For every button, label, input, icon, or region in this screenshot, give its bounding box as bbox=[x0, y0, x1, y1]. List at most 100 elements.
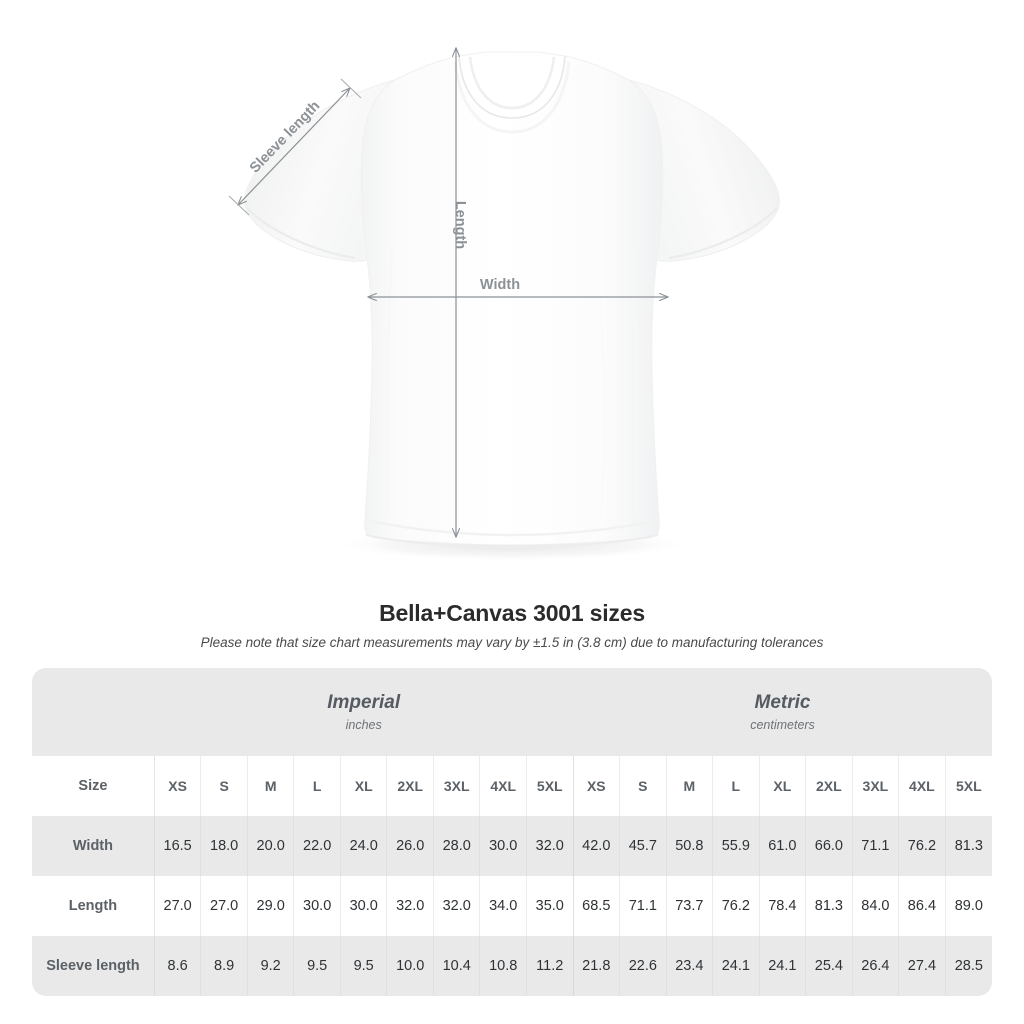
sleeve-tick-end bbox=[340, 78, 362, 99]
fold-left bbox=[386, 249, 393, 511]
cell-width-imperial-3xl: 28.0 bbox=[433, 816, 481, 876]
cell-sleeve-length-metric-4xl: 27.4 bbox=[898, 936, 946, 996]
unit-banner-row: Imperial inches Metric centimeters bbox=[32, 668, 992, 756]
fold-right bbox=[631, 249, 638, 511]
table-row: Length 27.0 27.0 29.0 30.0 30.0 32.0 32.0 34.0 35… bbox=[32, 876, 992, 936]
cell-length-imperial-2xl: 32.0 bbox=[386, 876, 434, 936]
shirt-hem-edge bbox=[365, 534, 659, 549]
tshirt-diagram: Sleeve length Length Width bbox=[228, 0, 780, 561]
cell-width-imperial-m: 20.0 bbox=[247, 816, 295, 876]
row-label-length: Length bbox=[32, 876, 155, 936]
cell-length-metric-2xl: 81.3 bbox=[805, 876, 853, 936]
cell-length-imperial-5xl: 35.0 bbox=[526, 876, 574, 936]
right-sleeve-hem bbox=[668, 207, 778, 260]
width-annotation: Width bbox=[368, 277, 668, 297]
size-chart-table: Imperial inches Metric centimeters Size XS S M L… bbox=[32, 668, 992, 996]
cell-width-metric-4xl: 76.2 bbox=[898, 816, 946, 876]
cell-width-imperial-xs: 16.5 bbox=[154, 816, 202, 876]
sleeve-tick-start bbox=[228, 195, 250, 216]
cell-length-metric-4xl: 86.4 bbox=[898, 876, 946, 936]
cell-sleeve-length-metric-xl: 24.1 bbox=[759, 936, 807, 996]
cell-length-imperial-l: 30.0 bbox=[293, 876, 341, 936]
cell-width-imperial-4xl: 30.0 bbox=[479, 816, 527, 876]
cell-length-imperial-xs: 27.0 bbox=[154, 876, 202, 936]
size-header-imperial-s: S bbox=[200, 756, 248, 816]
measure-label-text: Sleeve length bbox=[46, 958, 140, 974]
cell-length-metric-l: 76.2 bbox=[712, 876, 760, 936]
shirt-hem bbox=[368, 519, 656, 537]
unit-group-name: Imperial bbox=[327, 691, 401, 713]
size-header-imperial-3xl: 3XL bbox=[433, 756, 481, 816]
size-header-imperial-xs: XS bbox=[154, 756, 202, 816]
left-sleeve-hem bbox=[246, 207, 356, 260]
size-header-metric-l: L bbox=[712, 756, 760, 816]
unit-group-name: Metric bbox=[754, 691, 811, 713]
size-header-metric-xs: XS bbox=[573, 756, 621, 816]
cell-sleeve-length-imperial-4xl: 10.8 bbox=[479, 936, 527, 996]
cell-length-metric-xl: 78.4 bbox=[759, 876, 807, 936]
width-label: Width bbox=[480, 277, 520, 293]
cell-length-imperial-4xl: 34.0 bbox=[479, 876, 527, 936]
cell-length-metric-m: 73.7 bbox=[666, 876, 714, 936]
cell-width-imperial-xl: 24.0 bbox=[340, 816, 388, 876]
size-column-header: Size bbox=[32, 756, 155, 816]
page-title: Bella+Canvas 3001 sizes bbox=[379, 600, 645, 626]
cell-width-imperial-l: 22.0 bbox=[293, 816, 341, 876]
cell-sleeve-length-imperial-l: 9.5 bbox=[293, 936, 341, 996]
row-label-width: Width bbox=[32, 816, 155, 876]
size-header-imperial-m: M bbox=[247, 756, 295, 816]
cell-width-metric-m: 50.8 bbox=[666, 816, 714, 876]
cell-width-imperial-2xl: 26.0 bbox=[386, 816, 434, 876]
unit-group-subtitle: inches bbox=[345, 717, 382, 732]
sleeve-length-arrow bbox=[238, 88, 350, 205]
size-header-metric-m: M bbox=[666, 756, 714, 816]
cell-sleeve-length-metric-5xl: 28.5 bbox=[945, 936, 992, 996]
cell-length-imperial-s: 27.0 bbox=[200, 876, 248, 936]
unit-group-metric: Metric centimeters bbox=[573, 668, 992, 756]
measure-label-text: Width bbox=[72, 838, 113, 854]
cell-sleeve-length-imperial-s: 8.9 bbox=[200, 936, 248, 996]
cell-sleeve-length-metric-3xl: 26.4 bbox=[852, 936, 900, 996]
collar-inner bbox=[468, 56, 556, 110]
size-header-metric-3xl: 3XL bbox=[852, 756, 900, 816]
collar-outer bbox=[458, 55, 566, 119]
length-label: Length bbox=[452, 201, 468, 249]
cell-width-metric-l: 55.9 bbox=[712, 816, 760, 876]
cell-width-imperial-s: 18.0 bbox=[200, 816, 248, 876]
cell-width-metric-5xl: 81.3 bbox=[945, 816, 992, 876]
length-annotation: Length bbox=[452, 48, 468, 537]
tolerance-note: Please note that size chart measurements… bbox=[200, 635, 824, 650]
cell-sleeve-length-imperial-5xl: 11.2 bbox=[526, 936, 574, 996]
cell-length-metric-5xl: 89.0 bbox=[945, 876, 992, 936]
collar-shadow bbox=[453, 61, 571, 134]
cell-sleeve-length-metric-s: 22.6 bbox=[619, 936, 667, 996]
cell-length-imperial-3xl: 32.0 bbox=[433, 876, 481, 936]
unit-group-subtitle: centimeters bbox=[750, 717, 815, 732]
size-header-metric-s: S bbox=[619, 756, 667, 816]
cell-width-imperial-5xl: 32.0 bbox=[526, 816, 574, 876]
cell-sleeve-length-imperial-xl: 9.5 bbox=[340, 936, 388, 996]
cell-sleeve-length-metric-m: 23.4 bbox=[666, 936, 714, 996]
cell-length-metric-3xl: 84.0 bbox=[852, 876, 900, 936]
size-header-imperial-5xl: 5XL bbox=[526, 756, 574, 816]
unit-banner-spacer bbox=[32, 668, 155, 756]
size-header-imperial-4xl: 4XL bbox=[479, 756, 527, 816]
size-header-row: Size XS S M L XL 2XL 3XL 4XL 5XL XS S M L XL 2XL 3XL 4XL 5… bbox=[32, 756, 992, 816]
cell-sleeve-length-imperial-2xl: 10.0 bbox=[386, 936, 434, 996]
cell-sleeve-length-metric-l: 24.1 bbox=[712, 936, 760, 996]
cell-width-metric-s: 45.7 bbox=[619, 816, 667, 876]
cell-width-metric-xs: 42.0 bbox=[573, 816, 621, 876]
size-header-imperial-xl: XL bbox=[340, 756, 388, 816]
cell-length-metric-s: 71.1 bbox=[619, 876, 667, 936]
cell-sleeve-length-imperial-m: 9.2 bbox=[247, 936, 295, 996]
cell-width-metric-2xl: 66.0 bbox=[805, 816, 853, 876]
heading-block: Bella+Canvas 3001 sizes Please note that… bbox=[0, 598, 1024, 652]
cell-sleeve-length-imperial-xs: 8.6 bbox=[154, 936, 202, 996]
row-label-sleeve-length: Sleeve length bbox=[32, 936, 155, 996]
unit-group-imperial: Imperial inches bbox=[154, 668, 574, 756]
cell-sleeve-length-metric-xs: 21.8 bbox=[573, 936, 621, 996]
cell-sleeve-length-imperial-3xl: 10.4 bbox=[433, 936, 481, 996]
shirt-body bbox=[360, 51, 664, 546]
size-header-imperial-2xl: 2XL bbox=[386, 756, 434, 816]
cell-width-metric-xl: 61.0 bbox=[759, 816, 807, 876]
